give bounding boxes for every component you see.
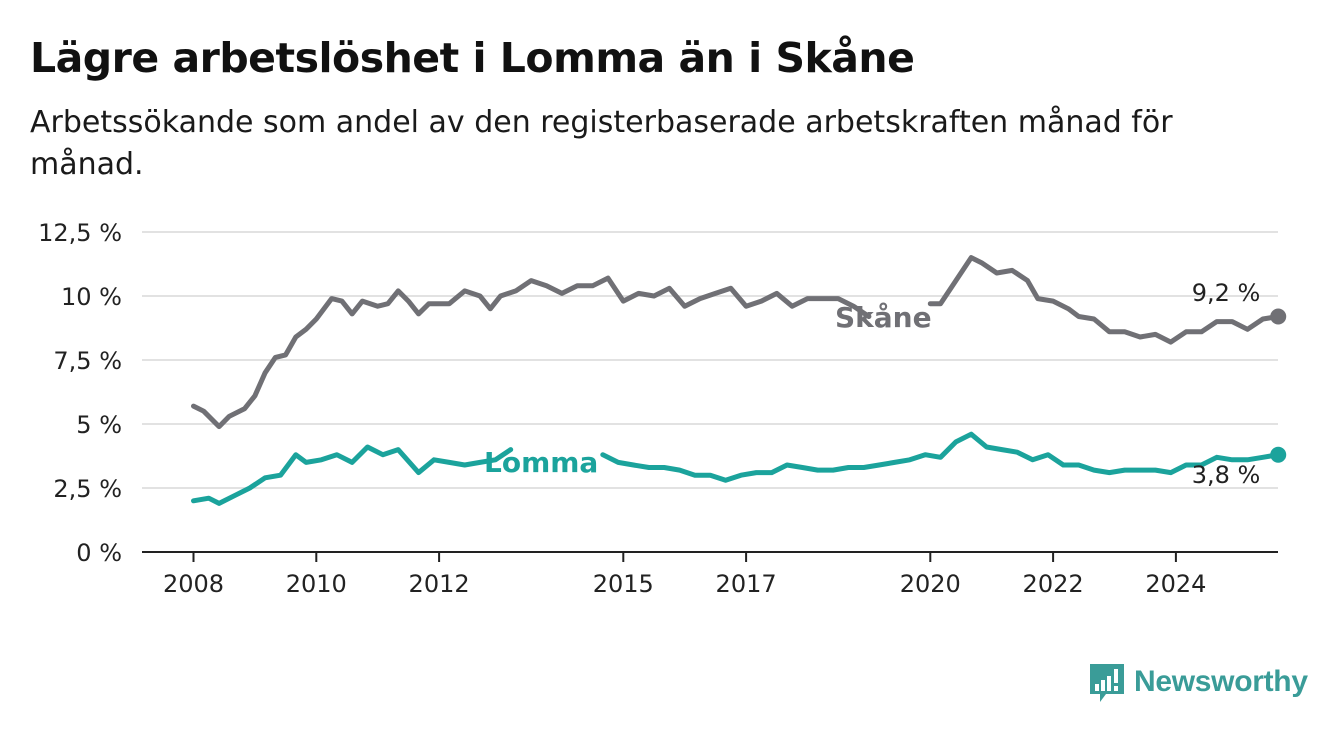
skåne-series-line <box>927 255 1281 345</box>
x-tick-label: 2010 <box>286 570 347 598</box>
chart-title: Lägre arbetslöshet i Lomma än i Skåne <box>30 34 915 82</box>
y-tick-label: 10 % <box>61 283 122 311</box>
brand-name: Newsworthy <box>1134 665 1308 698</box>
lomma-series-line <box>600 431 1281 483</box>
y-tick-label: 5 % <box>76 411 122 439</box>
bar-chart-exclamation-icon <box>1090 664 1124 702</box>
x-tick-label: 2012 <box>409 570 470 598</box>
chart-subtitle: Arbetssökande som andel av den registerb… <box>30 105 1173 182</box>
x-tick-label: 2008 <box>163 570 224 598</box>
brand-logo: Newsworthy <box>1088 660 1308 704</box>
lomma-end-point <box>1270 446 1287 463</box>
x-tick-label: 2017 <box>716 570 777 598</box>
x-tick-label: 2015 <box>593 570 654 598</box>
lomma-end-value-label: 3,8 % <box>1192 461 1261 489</box>
x-tick-label: 2024 <box>1145 570 1206 598</box>
skane-series-label: Skåne <box>835 301 932 334</box>
skåne-series-line <box>191 275 872 430</box>
skane-end-value-label: 9,2 % <box>1192 279 1261 307</box>
lomma-series-label: Lomma <box>484 446 598 479</box>
y-tick-label: 7,5 % <box>53 347 122 375</box>
y-tick-label: 12,5 % <box>38 219 122 247</box>
x-tick-label: 2022 <box>1023 570 1084 598</box>
skåne-end-point <box>1270 308 1287 325</box>
y-tick-label: 0 % <box>76 539 122 567</box>
y-tick-label: 2,5 % <box>53 475 122 503</box>
lomma-series-line <box>191 444 514 506</box>
x-tick-label: 2020 <box>900 570 961 598</box>
